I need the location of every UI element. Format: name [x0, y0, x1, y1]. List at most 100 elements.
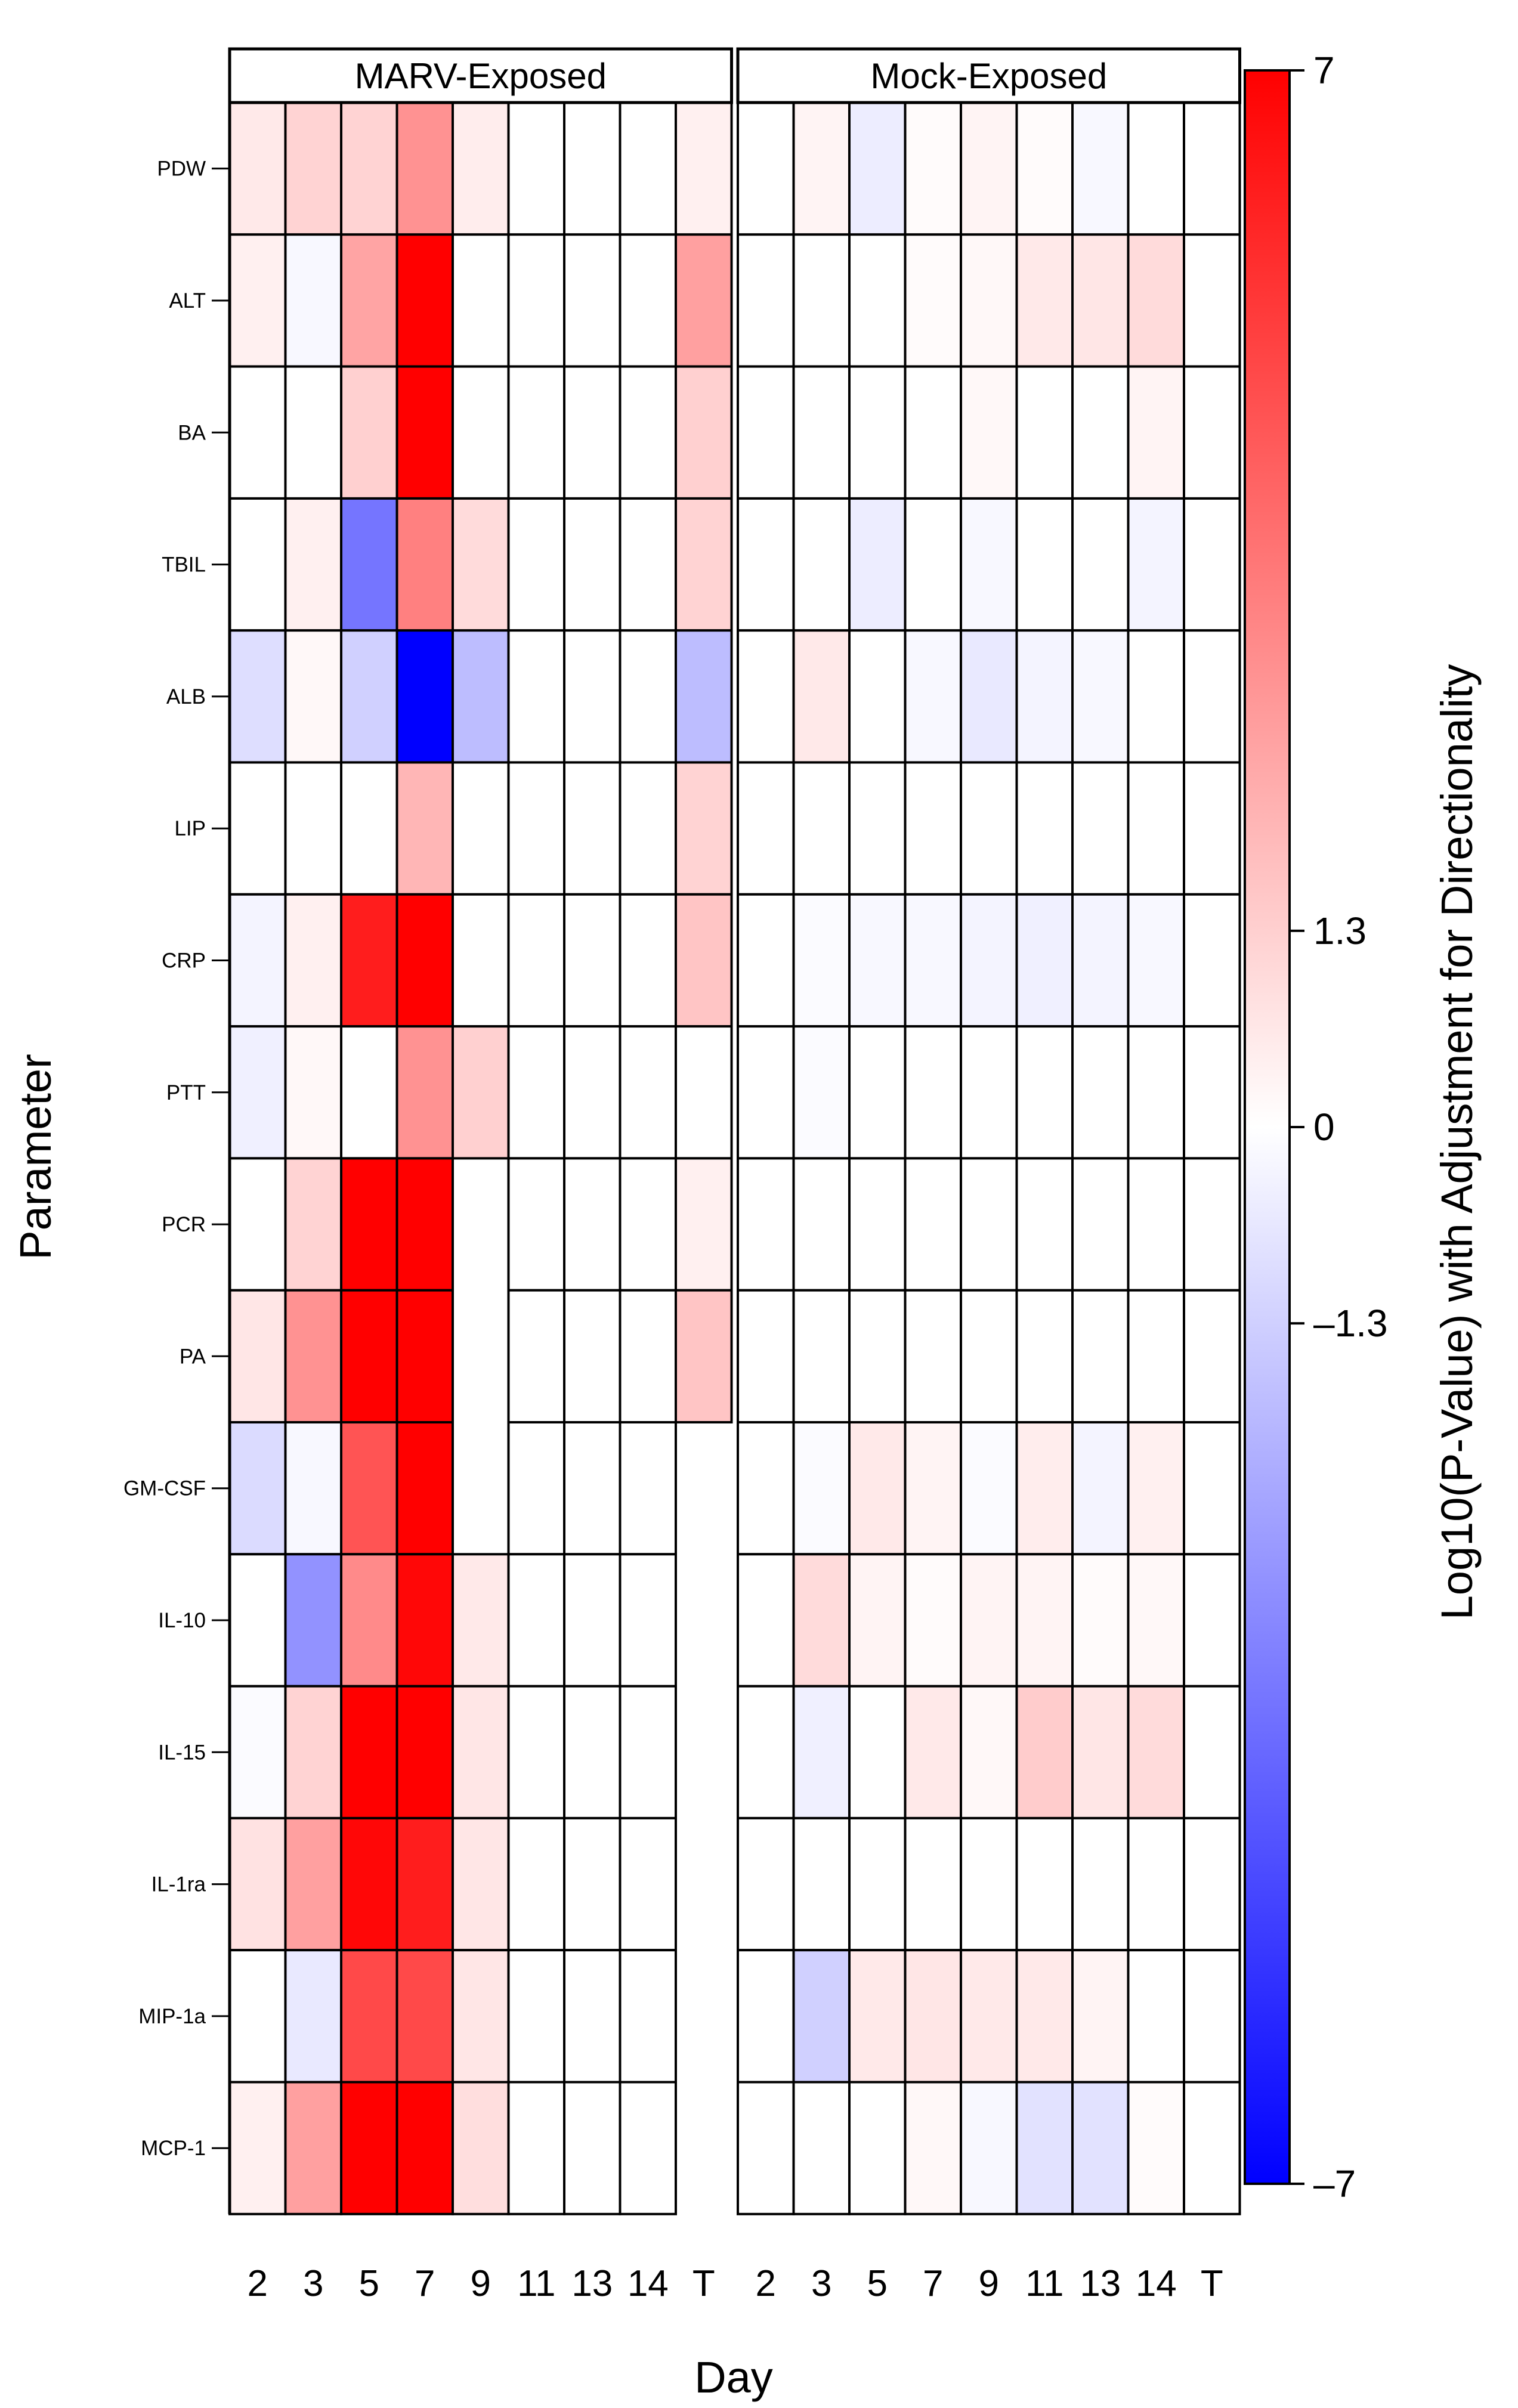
- heatmap-cell: [848, 1685, 907, 1819]
- parameter-label: IL-1ra: [152, 1873, 206, 1896]
- heatmap-cell: [619, 365, 677, 500]
- heatmap-cell: [904, 1289, 962, 1423]
- day-tick-label: 5: [359, 2263, 379, 2304]
- heatmap-cell: [340, 1816, 398, 1952]
- heatmap-cell: [228, 365, 287, 500]
- heatmap-cell: [1127, 1289, 1185, 1423]
- parameter-label: MIP-1a: [138, 2005, 206, 2028]
- heatmap-cell: [340, 1949, 398, 2084]
- heatmap-cell: [1071, 1949, 1130, 2084]
- heatmap-cell: [395, 1157, 454, 1292]
- heatmap-cell: [737, 629, 795, 764]
- heatmap-cell: [904, 1816, 962, 1952]
- heatmap-cell: [1127, 233, 1185, 368]
- heatmap-cell: [904, 1157, 962, 1292]
- heatmap-cell: [737, 2081, 795, 2215]
- heatmap-cell: [960, 1685, 1018, 1819]
- heatmap-cell: [848, 101, 907, 236]
- heatmap-cell: [1183, 1685, 1241, 1819]
- heatmap-cell: [904, 1949, 962, 2084]
- heatmap-cell: [1071, 365, 1130, 500]
- heatmap-cell: [1183, 497, 1241, 632]
- heatmap-cell: [340, 101, 398, 236]
- panel-title: Mock-Exposed: [870, 56, 1107, 96]
- heatmap-cell: [1071, 629, 1130, 764]
- heatmap-cell: [340, 1553, 398, 1688]
- day-tick-label: 14: [1136, 2263, 1177, 2304]
- heatmap-cell: [675, 365, 733, 500]
- heatmap-cell: [848, 1816, 907, 1952]
- heatmap-cell: [792, 1025, 851, 1160]
- heatmap-cell: [792, 233, 851, 368]
- heatmap-cell: [228, 1421, 287, 1556]
- day-tick-label: 13: [571, 2263, 613, 2304]
- heatmap-cell: [960, 101, 1018, 236]
- colorbar-title: Log10(P-Value) with Adjustment for Direc…: [1432, 664, 1482, 1620]
- heatmap-cell: [228, 629, 287, 764]
- colorbar-tick-label: 7: [1313, 49, 1335, 92]
- heatmap-cell: [675, 233, 733, 368]
- heatmap-cell: [452, 761, 510, 896]
- heatmap-cell: [737, 1553, 795, 1688]
- heatmap-cell: [904, 1025, 962, 1160]
- parameter-label: GM-CSF: [123, 1477, 206, 1500]
- parameter-label: LIP: [174, 817, 206, 840]
- heatmap-cell: [904, 1685, 962, 1819]
- heatmap-cell: [848, 1289, 907, 1423]
- heatmap-cell: [960, 365, 1018, 500]
- heatmap-cell: [1127, 629, 1185, 764]
- heatmap-cell: [452, 101, 510, 236]
- heatmap-cell: [284, 1421, 342, 1556]
- heatmap-cell: [507, 1421, 565, 1556]
- heatmap-cell: [1015, 1949, 1074, 2084]
- heatmap-cell: [340, 893, 398, 1028]
- parameter-label: IL-10: [158, 1609, 206, 1632]
- heatmap-cell: [340, 2081, 398, 2215]
- heatmap-cell: [960, 1289, 1018, 1423]
- parameter-label: ALB: [166, 685, 206, 708]
- heatmap-cell: [792, 2081, 851, 2215]
- heatmap-cell: [507, 893, 565, 1028]
- day-tick-label: T: [1201, 2263, 1223, 2304]
- heatmap-cell: [737, 1421, 795, 1556]
- heatmap-cell: [792, 1421, 851, 1556]
- heatmap-cell: [228, 497, 287, 632]
- colorbar-tick-label: 1.3: [1313, 909, 1366, 952]
- heatmap-cell: [507, 497, 565, 632]
- heatmap-cell: [228, 1289, 287, 1423]
- heatmap-cell: [1127, 893, 1185, 1028]
- heatmap-cell: [507, 761, 565, 896]
- heatmap-cell: [395, 233, 454, 368]
- heatmap-cell: [1015, 1685, 1074, 1819]
- day-tick-label: 11: [1025, 2263, 1063, 2304]
- heatmap-cell: [904, 1421, 962, 1556]
- heatmap-cell: [563, 1025, 622, 1160]
- heatmap-cell: [1015, 1421, 1074, 1556]
- panel-title: MARV-Exposed: [355, 56, 607, 96]
- heatmap-cell: [737, 101, 795, 236]
- heatmap-cell: [1071, 233, 1130, 368]
- heatmap-cell: [452, 893, 510, 1028]
- heatmap-cell: [1183, 365, 1241, 500]
- heatmap-cell: [1127, 2081, 1185, 2215]
- heatmap-cell: [1127, 497, 1185, 632]
- heatmap-cell: [737, 497, 795, 632]
- heatmap-cell: [395, 101, 454, 236]
- heatmap-cell: [848, 1421, 907, 1556]
- heatmap-cell: [792, 1289, 851, 1423]
- heatmap-cell: [507, 2081, 565, 2215]
- heatmap-cell: [848, 233, 907, 368]
- heatmap-cell: [904, 497, 962, 632]
- panel-header: [228, 47, 733, 104]
- heatmap-cell: [619, 233, 677, 368]
- heatmap-cell: [563, 2081, 622, 2215]
- heatmap-cell: [848, 761, 907, 896]
- heatmap-cell: [960, 629, 1018, 764]
- heatmap-cell: [1015, 629, 1074, 764]
- day-tick-label: 5: [867, 2263, 888, 2304]
- heatmap-cell: [563, 893, 622, 1028]
- heatmap-cell: [1015, 1289, 1074, 1423]
- heatmap-cell: [792, 893, 851, 1028]
- heatmap-cell: [340, 629, 398, 764]
